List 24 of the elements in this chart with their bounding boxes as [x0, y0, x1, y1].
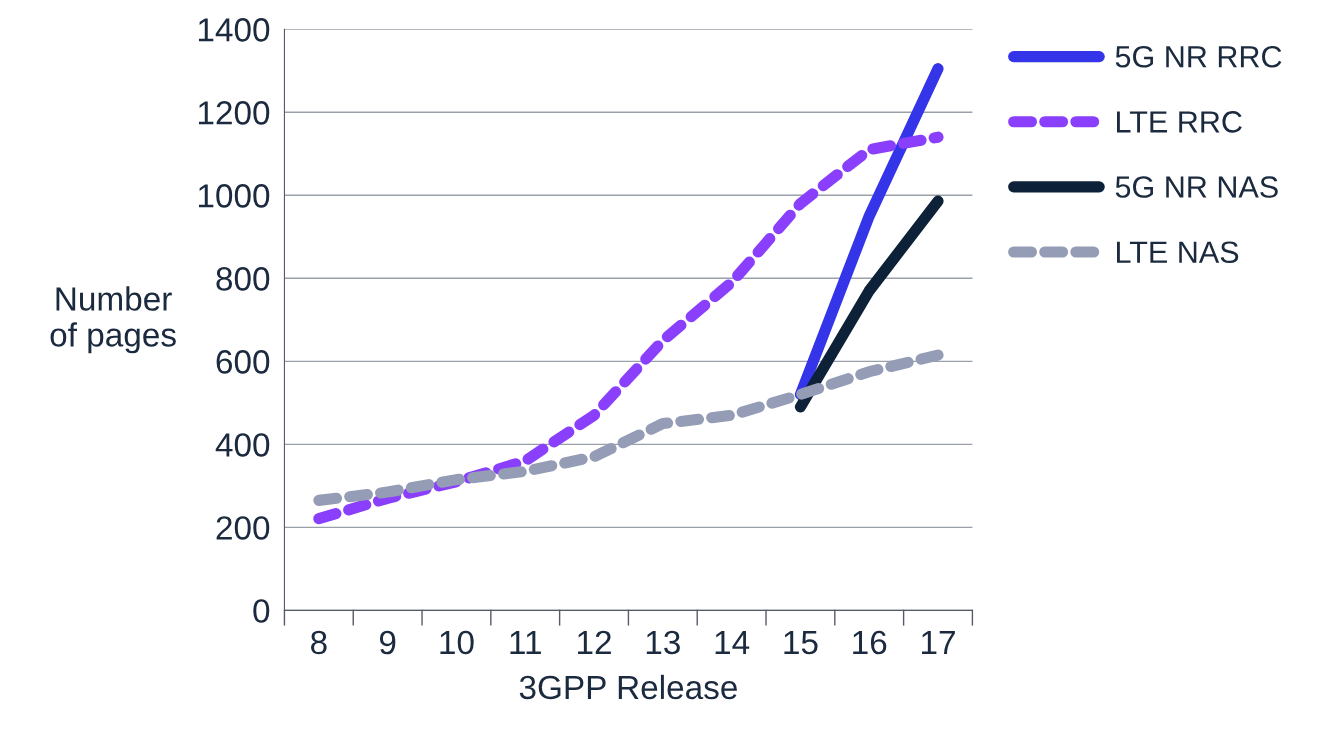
y-tick-label: 600 — [216, 350, 270, 374]
legend-label: 5G NR RRC — [1115, 45, 1282, 68]
x-tick-label: 10 — [440, 630, 474, 655]
x-axis-title: 3GPP Release — [519, 674, 737, 700]
legend-label: LTE NAS — [1117, 241, 1239, 264]
y-axis-title: Number of pages — [50, 286, 176, 354]
y-tick-label: 1000 — [198, 184, 270, 208]
x-tick-label: 16 — [853, 630, 887, 655]
x-tick-label: 13 — [646, 630, 680, 655]
x-tick-label: 8 — [311, 630, 327, 655]
y-tick-label: 400 — [215, 433, 270, 457]
x-tick-label: 14 — [715, 631, 750, 654]
x-tick-label: 15 — [784, 631, 818, 655]
y-tick-label: 0 — [253, 599, 270, 623]
legend-label: 5G NR NAS — [1115, 176, 1278, 198]
x-tick-label: 17 — [922, 631, 955, 654]
y-tick-label: 1200 — [198, 101, 270, 125]
x-tick-label: 9 — [379, 630, 396, 655]
y-tick-label: 1400 — [198, 18, 270, 42]
x-tick-label: 11 — [510, 631, 541, 654]
x-tick-label: 12 — [578, 630, 611, 654]
y-tick-label: 200 — [216, 516, 270, 540]
y-tick-label: 800 — [216, 267, 270, 291]
legend-label: LTE RRC — [1117, 111, 1242, 133]
